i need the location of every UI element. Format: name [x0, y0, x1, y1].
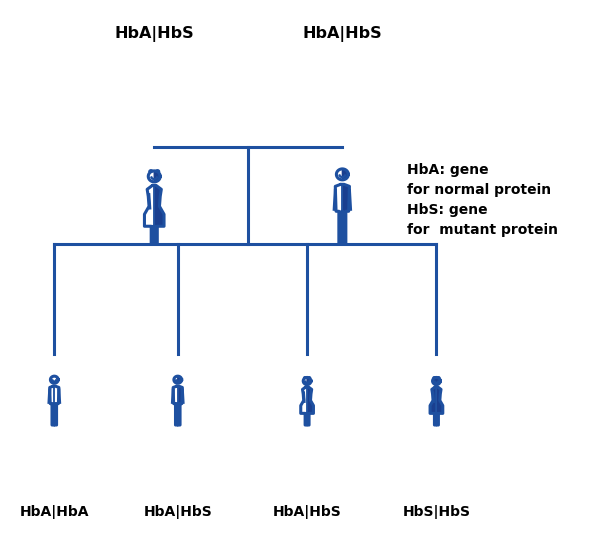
Polygon shape: [155, 170, 160, 172]
Polygon shape: [149, 170, 153, 172]
Polygon shape: [303, 377, 307, 385]
Polygon shape: [173, 386, 178, 425]
Polygon shape: [178, 386, 182, 425]
Polygon shape: [433, 377, 436, 378]
Polygon shape: [54, 376, 58, 383]
Polygon shape: [307, 387, 313, 425]
Text: HbA|HbA: HbA|HbA: [20, 505, 89, 519]
Polygon shape: [145, 185, 154, 244]
Polygon shape: [54, 386, 59, 425]
Polygon shape: [148, 171, 154, 182]
Polygon shape: [304, 377, 306, 378]
Text: HbA|HbS: HbA|HbS: [303, 25, 382, 42]
Polygon shape: [50, 386, 54, 425]
Polygon shape: [337, 169, 343, 180]
Text: HbS|HbS: HbS|HbS: [402, 505, 471, 519]
Text: HbA|HbS: HbA|HbS: [144, 505, 212, 519]
Polygon shape: [174, 376, 178, 383]
Polygon shape: [308, 377, 310, 378]
Polygon shape: [437, 387, 443, 425]
Polygon shape: [154, 185, 164, 244]
Polygon shape: [437, 377, 440, 378]
Polygon shape: [50, 376, 54, 383]
Polygon shape: [335, 184, 343, 244]
Polygon shape: [432, 377, 437, 385]
Polygon shape: [307, 377, 311, 385]
Polygon shape: [178, 376, 182, 383]
Polygon shape: [343, 184, 349, 244]
Text: HbA|HbS: HbA|HbS: [114, 25, 194, 42]
Polygon shape: [437, 377, 440, 385]
Text: HbA|HbS: HbA|HbS: [273, 505, 341, 519]
Polygon shape: [154, 171, 160, 182]
Polygon shape: [343, 169, 349, 180]
Polygon shape: [430, 387, 437, 425]
Text: HbA: gene
for normal protein
HbS: gene
for  mutant protein: HbA: gene for normal protein HbS: gene f…: [407, 163, 558, 237]
Polygon shape: [301, 387, 307, 425]
